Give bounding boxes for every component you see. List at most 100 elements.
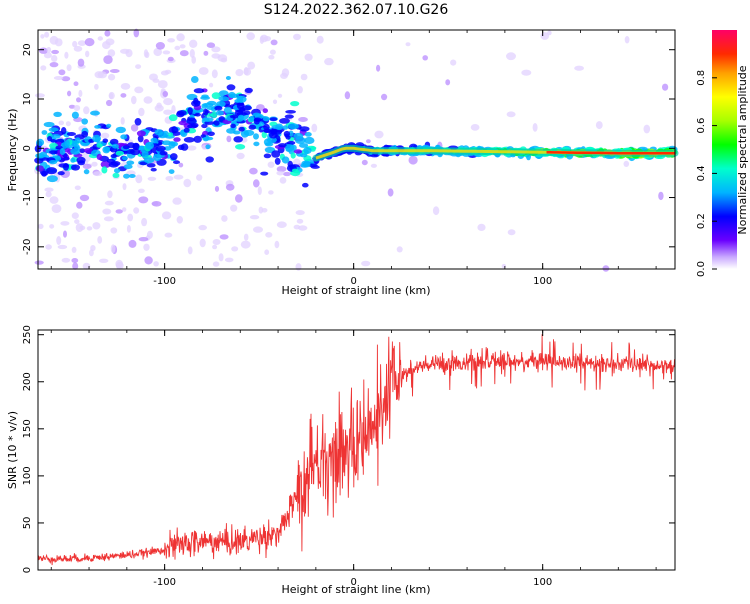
- noise-blob: [73, 105, 81, 111]
- noise-blob: [171, 105, 176, 114]
- noise-blob: [249, 215, 260, 220]
- snr-y-tick-label: 250: [22, 325, 33, 344]
- ridge-blob: [123, 164, 133, 170]
- noise-blob: [49, 62, 59, 68]
- ridge-blob: [96, 153, 103, 160]
- noise-blob: [298, 117, 308, 122]
- noise-blob: [276, 166, 287, 173]
- ridge-blob: [299, 153, 308, 158]
- noise-blob: [67, 90, 72, 97]
- noise-blob: [85, 50, 90, 58]
- spectrogram-y-tick-label: -10: [22, 189, 33, 205]
- ridge-blob: [290, 101, 300, 107]
- ridge-blob: [302, 162, 311, 168]
- ridge-blob: [48, 160, 58, 165]
- noise-blob: [72, 40, 78, 48]
- noise-blob: [187, 246, 193, 255]
- ridge-blob: [35, 165, 44, 172]
- noise-blob: [71, 258, 79, 263]
- ridge-blob: [268, 131, 278, 139]
- ridge-blob: [238, 126, 245, 132]
- ridge-blob: [253, 133, 259, 140]
- noise-blob: [304, 53, 313, 61]
- noise-blob: [396, 246, 403, 253]
- noise-blob: [43, 52, 52, 59]
- noise-blob: [73, 45, 83, 52]
- noise-blob: [212, 239, 221, 245]
- noise-blob: [186, 145, 197, 151]
- ridge-blob: [134, 118, 142, 126]
- ridge-blob: [47, 136, 53, 142]
- ridge-blob: [163, 146, 172, 151]
- ridge-blob: [293, 149, 303, 154]
- ridge-blob: [112, 172, 120, 178]
- noise-blob: [381, 93, 388, 101]
- noise-blob: [153, 47, 162, 57]
- noise-blob: [94, 83, 99, 90]
- noise-blob: [164, 69, 172, 74]
- spectrogram-x-tick-label: 100: [533, 276, 552, 287]
- ridge-blob: [284, 114, 294, 119]
- noise-blob: [104, 200, 114, 206]
- noise-blob: [103, 216, 114, 222]
- noise-blob: [135, 64, 142, 69]
- noise-blob: [77, 40, 87, 46]
- ridge-blob: [180, 143, 189, 151]
- ridge-blob: [271, 150, 281, 158]
- noise-blob: [82, 262, 91, 270]
- noise-blob: [51, 204, 62, 214]
- noise-blob: [408, 155, 418, 165]
- ridge-blob: [173, 160, 180, 165]
- ridge-blob: [70, 148, 80, 155]
- ridge-blob: [102, 146, 111, 154]
- noise-blob: [49, 224, 55, 229]
- ridge-blob: [283, 130, 291, 137]
- noise-blob: [75, 223, 84, 233]
- ridge-blob: [290, 144, 297, 151]
- noise-blob: [658, 191, 664, 201]
- noise-blob: [432, 206, 440, 216]
- ridge-blob: [111, 143, 119, 149]
- ridge-blob: [215, 110, 224, 116]
- colorbar-tick-label: 0.0: [696, 261, 707, 277]
- noise-blob: [311, 123, 318, 133]
- noise-blob: [366, 139, 371, 144]
- noise-blob: [296, 218, 304, 224]
- noise-blob: [230, 204, 238, 212]
- ridge-blob: [170, 153, 178, 161]
- noise-blob: [122, 207, 127, 212]
- noise-blob: [120, 117, 125, 125]
- spectrogram-y-tick-label: 20: [22, 43, 33, 56]
- ridge-blob: [202, 117, 214, 122]
- ridge-blob: [154, 129, 164, 136]
- colorbar-tick-label: 0.6: [696, 118, 707, 134]
- noise-blob: [143, 96, 153, 104]
- noise-blob: [131, 95, 137, 105]
- noise-blob: [361, 159, 368, 166]
- noise-blob: [138, 196, 149, 204]
- ridge-blob: [310, 165, 320, 169]
- noise-blob: [268, 190, 274, 195]
- ridge-blob: [244, 87, 253, 93]
- noise-blob: [212, 244, 218, 250]
- noise-blob: [79, 194, 90, 202]
- snr-y-tick-label: 50: [22, 517, 33, 530]
- noise-blob: [163, 109, 173, 115]
- ridge-blob: [262, 108, 268, 114]
- noise-blob: [265, 232, 273, 238]
- ridge-blob: [101, 166, 108, 174]
- noise-blob: [91, 161, 98, 167]
- ridge-blob: [46, 167, 58, 175]
- noise-blob: [45, 244, 52, 250]
- ridge-blob: [186, 117, 197, 125]
- ridge-blob: [299, 143, 309, 148]
- noise-blob: [501, 263, 507, 269]
- ridge-blob: [146, 163, 156, 168]
- noise-blob: [295, 210, 305, 216]
- ridge-blob: [173, 137, 181, 142]
- noise-blob: [94, 71, 104, 79]
- noise-blob: [162, 50, 171, 55]
- ridge-blob: [260, 171, 269, 176]
- noise-blob: [34, 93, 45, 98]
- noise-blob: [103, 55, 113, 64]
